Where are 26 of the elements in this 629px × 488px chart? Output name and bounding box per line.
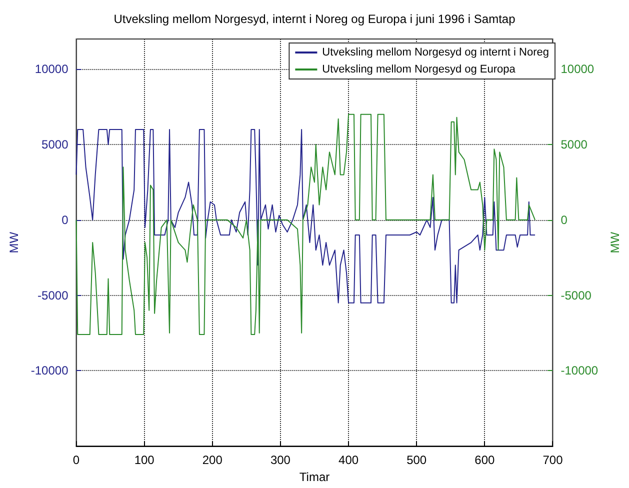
x-tick-label: 0 [72, 453, 80, 468]
y-tick-label: -10000 [30, 364, 69, 378]
x-axis-title: Timar [299, 470, 330, 484]
x-tick-label: 600 [474, 453, 495, 468]
x-tick-label: 100 [134, 453, 155, 468]
chart-title: Utveksling mellom Norgesyd, internt i Noreg og Europa i juni 1996 i Samtap [114, 12, 516, 26]
y2-tick-label: -10000 [560, 364, 598, 378]
y2-tick-label: 0 [560, 212, 568, 227]
x-tick-label: 700 [542, 453, 564, 468]
line-series [76, 114, 536, 336]
y-tick-label: 10000 [34, 62, 69, 76]
y-tick-label: 5000 [42, 138, 69, 152]
line-series [76, 128, 536, 304]
y-tick-label: 0 [62, 212, 69, 227]
x-tick-label: 200 [202, 453, 223, 468]
y2-tick-label: 10000 [560, 62, 594, 76]
y-tick-label: -5000 [38, 288, 69, 302]
y2-tick-label: 5000 [560, 138, 588, 152]
legend-label: Utveksling mellom Norgesyd og Europa [322, 64, 516, 76]
x-tick-label: 300 [270, 453, 291, 468]
y-axis-title: MW [7, 231, 21, 254]
x-tick-label: 400 [338, 453, 359, 468]
x-tick-label: 500 [406, 453, 427, 468]
y2-axis-title: MW [608, 231, 622, 254]
y2-tick-label: -5000 [560, 288, 592, 302]
legend-label: Utveksling mellom Norgesyd og internt i Noreg [322, 46, 550, 58]
